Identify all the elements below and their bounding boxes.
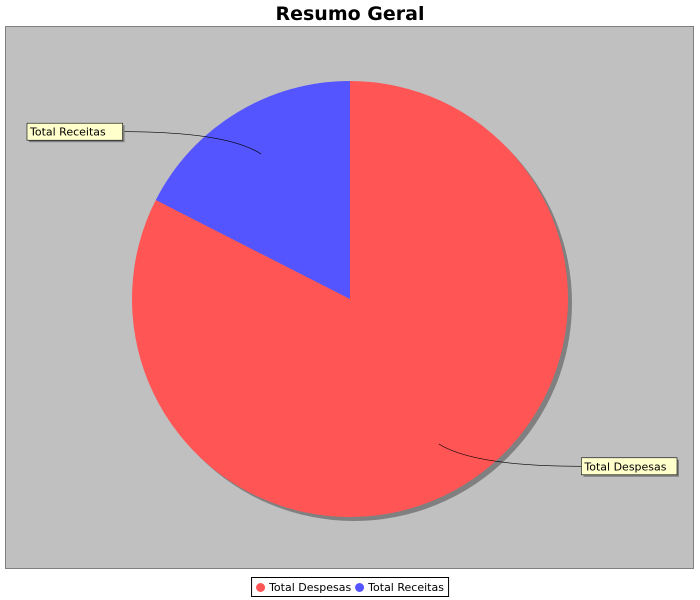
pie-label-total-receitas: Total Receitas: [29, 126, 106, 139]
pie-label-link-total-receitas: [122, 131, 262, 155]
legend-label-total-despesas: Total Despesas: [269, 580, 352, 594]
pie-label-box-total-despesas: [581, 457, 678, 476]
pie-labels: Total Despesas Total Receitas: [26, 122, 679, 477]
pie-label-box-total-receitas: [26, 122, 123, 141]
legend-label-total-receitas: Total Receitas: [368, 580, 444, 594]
pie-slices: [131, 81, 568, 517]
legend-item-total-receitas: Total Receitas: [355, 581, 444, 594]
legend: Total Despesas Total Receitas: [251, 577, 449, 597]
legend-swatch-total-receitas: [355, 582, 365, 592]
pie-label-total-despesas: Total Despesas: [583, 460, 666, 473]
pie-slice-total-receitas: [155, 81, 350, 299]
pie-label-link-total-despesas: [438, 443, 582, 467]
chart-title: Resumo Geral: [275, 3, 425, 25]
legend-item-total-despesas: Total Despesas: [256, 581, 351, 594]
legend-swatch-total-despesas: [256, 582, 266, 592]
